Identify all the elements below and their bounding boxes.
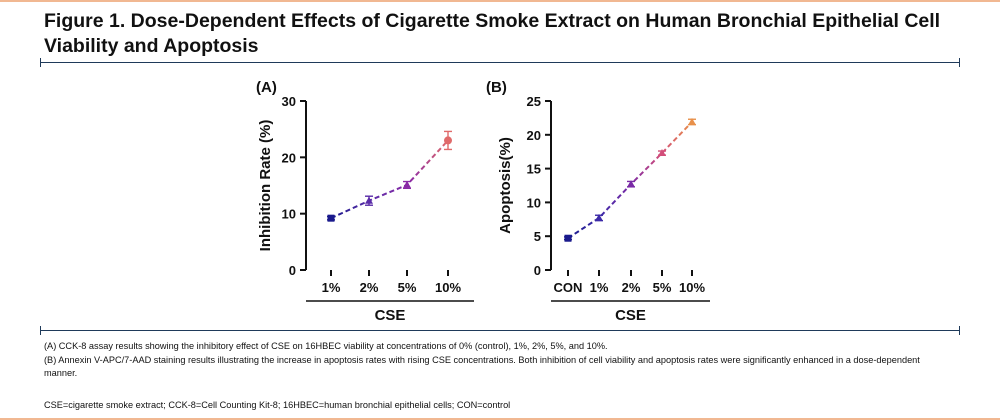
data-point — [658, 149, 666, 157]
x-tick-label: 10% — [679, 280, 705, 295]
data-point — [327, 214, 335, 222]
frame-top-accent — [0, 0, 1000, 2]
x-tick-label: 2% — [622, 280, 641, 295]
x-tick-label: CON — [554, 280, 583, 295]
x-tick-label: 5% — [653, 280, 672, 295]
panel-label: (A) — [256, 79, 277, 96]
series-line — [567, 121, 693, 240]
y-tick-label: 20 — [282, 150, 296, 165]
y-tick-label: 10 — [527, 195, 541, 210]
frame-bottom-accent — [0, 418, 1000, 420]
panel-b-chart: (B) 0 5 10 15 20 25 Apoptosis(%) CON 1% 2% 5% 10% CSE — [486, 79, 710, 324]
caption-rule — [40, 326, 960, 335]
charts-canvas: (A) 0 10 20 30 Inhibition Rate (%) 1% 2% 5% 10% CS… — [256, 79, 710, 324]
y-tick-label: 20 — [527, 128, 541, 143]
y-tick-label: 10 — [282, 207, 296, 222]
data-point — [595, 213, 603, 221]
figure-title: Figure 1. Dose-Dependent Effects of Ciga… — [44, 10, 941, 57]
data-point — [365, 196, 373, 204]
y-tick-label: 5 — [534, 229, 541, 244]
x-axis-label: CSE — [375, 307, 406, 324]
y-tick-label: 30 — [282, 94, 296, 109]
y-tick-label: 0 — [289, 263, 296, 278]
panel-a-chart: (A) 0 10 20 30 Inhibition Rate (%) 1% 2% 5% 10% CS… — [256, 79, 474, 324]
x-tick-label: 2% — [360, 280, 379, 295]
data-point — [688, 117, 696, 125]
x-tick-label: 5% — [398, 280, 417, 295]
title-rule — [40, 58, 960, 67]
y-axis-label: Inhibition Rate (%) — [257, 120, 274, 252]
data-point — [627, 180, 635, 188]
data-point — [564, 234, 572, 242]
data-point — [403, 180, 411, 188]
y-tick-label: 25 — [527, 94, 541, 109]
caption-abbreviations: CSE=cigarette smoke extract; CCK-8=Cell … — [44, 400, 511, 410]
x-axis-label: CSE — [615, 307, 646, 324]
data-point — [444, 136, 452, 145]
series-line — [330, 139, 449, 220]
caption-panel-b: (B) Annexin V-APC/7-AAD staining results… — [44, 355, 920, 378]
x-tick-label: 10% — [435, 280, 461, 295]
x-tick-label: 1% — [322, 280, 341, 295]
y-tick-label: 0 — [534, 263, 541, 278]
y-tick-label: 15 — [527, 162, 541, 177]
panel-label: (B) — [486, 79, 507, 96]
caption-panel-a: (A) CCK-8 assay results showing the inhi… — [44, 341, 608, 351]
y-axis-label: Apoptosis(%) — [497, 137, 514, 234]
x-tick-label: 1% — [590, 280, 609, 295]
